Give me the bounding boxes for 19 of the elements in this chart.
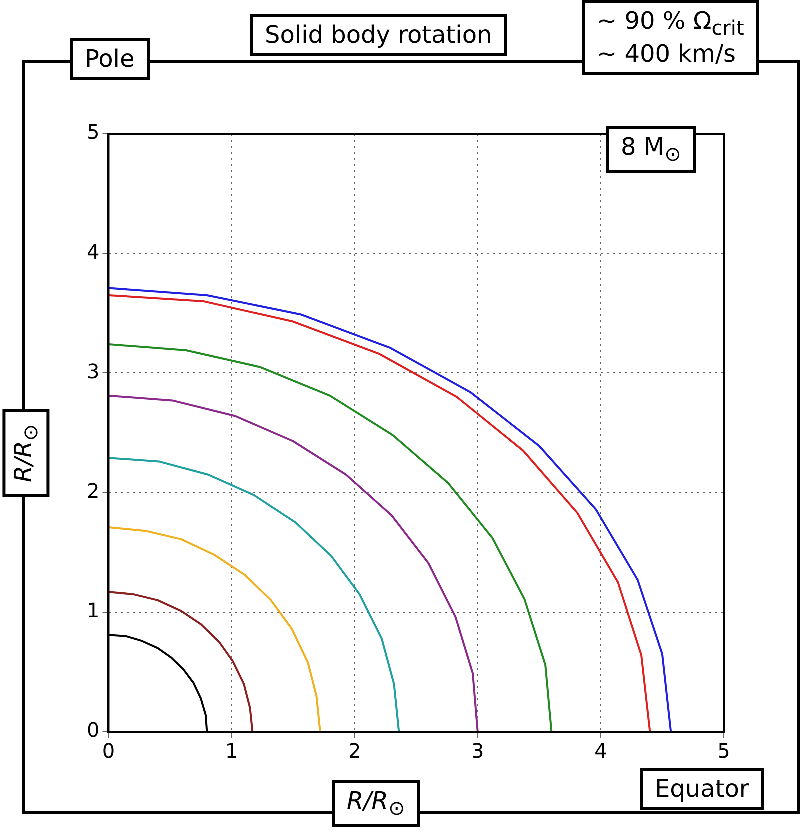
text: Solid body rotation [250, 14, 508, 56]
y-tick-label: 5 [86, 120, 100, 144]
x-tick-label: 3 [472, 739, 484, 764]
x-tick-label: 1 [225, 739, 238, 764]
text: Equator [640, 768, 764, 810]
x-axis-title: R/R$_{⊙}$ [332, 780, 420, 827]
y-tick-label: 3 [86, 359, 100, 384]
x-tick-label: 2 [348, 739, 362, 764]
text: ∼ 400 km/s [597, 40, 736, 68]
text: ∼ 90 % Ω$_{crit}$ [597, 7, 744, 40]
y-tick-label: 1 [86, 598, 100, 623]
y-tick-label: 0 [86, 718, 100, 742]
x-tick-label: 0 [102, 739, 116, 764]
x-tick-label: 4 [594, 739, 608, 764]
annotation: 8 M$_{⊙}$ [606, 126, 696, 173]
y-tick-label: 2 [86, 479, 100, 504]
x-tick-label: 5 [718, 739, 730, 764]
y-tick-label: 4 [86, 240, 100, 264]
text: Pole [70, 38, 150, 80]
